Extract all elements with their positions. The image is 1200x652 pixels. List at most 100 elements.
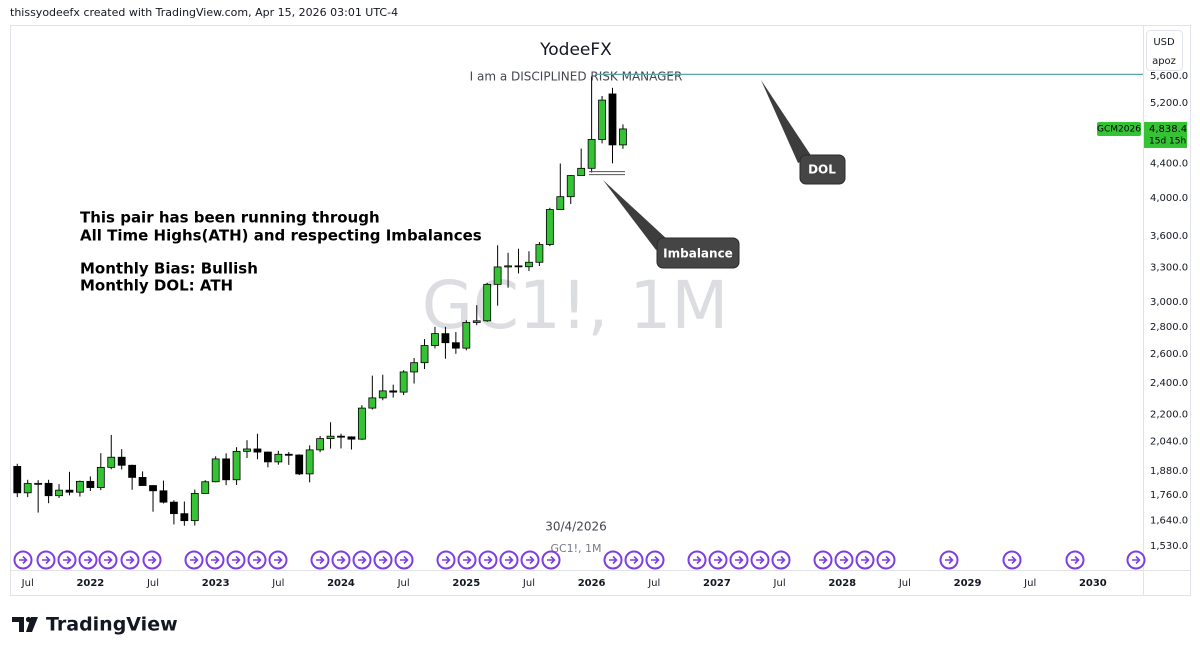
candle-body [96, 466, 105, 488]
event-icon-arrow [148, 555, 157, 565]
candle-body [284, 453, 293, 456]
logo-mark [26, 617, 38, 632]
candle-body [399, 371, 408, 393]
candle-body [44, 482, 53, 497]
candle-body [378, 390, 387, 399]
event-icon-arrow [337, 555, 346, 565]
candle-body [55, 489, 63, 497]
candle-body [170, 501, 178, 515]
candle-body [441, 333, 450, 344]
x-tick-label: 2030 [1079, 578, 1107, 589]
y-tick-label: 2,800.0 [1150, 322, 1188, 333]
candle-body [619, 128, 627, 146]
y-tick-label: 3,300.0 [1150, 262, 1188, 273]
y-tick-label: 1,530.0 [1150, 541, 1188, 552]
x-tick-label: Jul [773, 578, 786, 589]
event-icon-arrow [505, 555, 514, 565]
candle-body [326, 435, 335, 440]
symbol-tag [1097, 121, 1141, 136]
candle-body [295, 454, 304, 475]
candle-body [566, 175, 575, 198]
callout-box [799, 154, 846, 185]
y-tick-label: 2,600.0 [1150, 349, 1188, 360]
event-icon-arrow [274, 555, 283, 565]
candle-body [263, 451, 272, 463]
x-tick-label: Jul [397, 578, 410, 589]
event-icon-arrow [400, 555, 409, 565]
x-tick-label: 2025 [452, 578, 480, 589]
candle-body [357, 407, 366, 440]
candle-body [451, 342, 460, 349]
candle-body [535, 244, 544, 263]
candle-body [472, 320, 481, 323]
candle-body [556, 196, 565, 210]
chart-title: YodeeFX [539, 40, 612, 60]
currency-box[interactable] [1146, 30, 1183, 71]
event-icon-arrow [693, 555, 702, 565]
candle-body [337, 435, 345, 438]
event-icon-arrow [651, 555, 660, 565]
candle-body [117, 456, 126, 466]
event-icon-arrow [1071, 555, 1080, 565]
candle-body [76, 480, 84, 493]
event-icon-arrow [819, 555, 828, 565]
candle-body [525, 261, 533, 268]
event-icon-arrow [714, 555, 723, 565]
note: This pair has been running through [80, 209, 380, 227]
candle-body [34, 482, 43, 485]
event-icon-arrow [126, 555, 135, 565]
x-tick-label: Jul [146, 578, 159, 589]
candle-body [128, 464, 137, 478]
event-icon-arrow [232, 555, 241, 565]
candle-body [86, 480, 95, 488]
price-tag [1144, 121, 1187, 148]
event-icon-arrow [756, 555, 765, 565]
y-tick-label: 2,200.0 [1150, 409, 1188, 420]
event-icon-arrow [42, 555, 51, 565]
y-tick-label: 5,200.0 [1150, 98, 1188, 109]
candle-body [243, 448, 251, 452]
candle-body [504, 265, 512, 268]
x-tick-label: 2028 [828, 578, 856, 589]
event-icon-arrow [84, 555, 93, 565]
candle-body [577, 167, 586, 176]
countdown: 15d 15h [1149, 136, 1186, 146]
callout-pointer [761, 80, 812, 163]
candle-body [587, 139, 596, 169]
event-icon-arrow [104, 555, 113, 565]
candle-body [149, 485, 157, 492]
chart-frame [10, 25, 1191, 596]
y-tick-label: 1,640.0 [1150, 516, 1188, 527]
candle-body [368, 397, 377, 409]
event-icon-arrow [735, 555, 744, 565]
candle-body [190, 493, 199, 522]
y-tick-label: 4,000.0 [1150, 193, 1188, 204]
event-icon-arrow [882, 555, 891, 565]
event-icon-arrow [442, 555, 451, 565]
note: Monthly DOL: ATH [80, 277, 233, 295]
y-tick-label: 4,400.0 [1150, 158, 1188, 169]
tradingview-logo: TradingView [12, 614, 178, 636]
imbalance-callout: Imbalance [603, 180, 740, 269]
y-tick-label: 3,000.0 [1150, 297, 1188, 308]
event-icon-arrow [609, 555, 618, 565]
event-icon-arrow [211, 555, 220, 565]
x-tick-label: Jul [647, 578, 660, 589]
event-icon-arrow [630, 555, 639, 565]
date-label: 30/4/2026 [545, 520, 607, 534]
candle-body [316, 438, 325, 451]
logo-mark [12, 617, 24, 632]
event-icon-arrow [945, 555, 954, 565]
event-icon-arrow [1008, 555, 1017, 565]
candle-body [211, 458, 220, 483]
chart-subtitle: I am a DISCIPLINED RISK MANAGER [470, 70, 683, 84]
x-tick-label: Jul [522, 578, 535, 589]
candle-body [274, 453, 283, 463]
callout-box [656, 237, 740, 269]
x-tick-label: Jul [1023, 578, 1036, 589]
event-icon-arrow [463, 555, 472, 565]
y-tick-label: 5,600.0 [1150, 71, 1188, 82]
candle-body [253, 448, 262, 453]
